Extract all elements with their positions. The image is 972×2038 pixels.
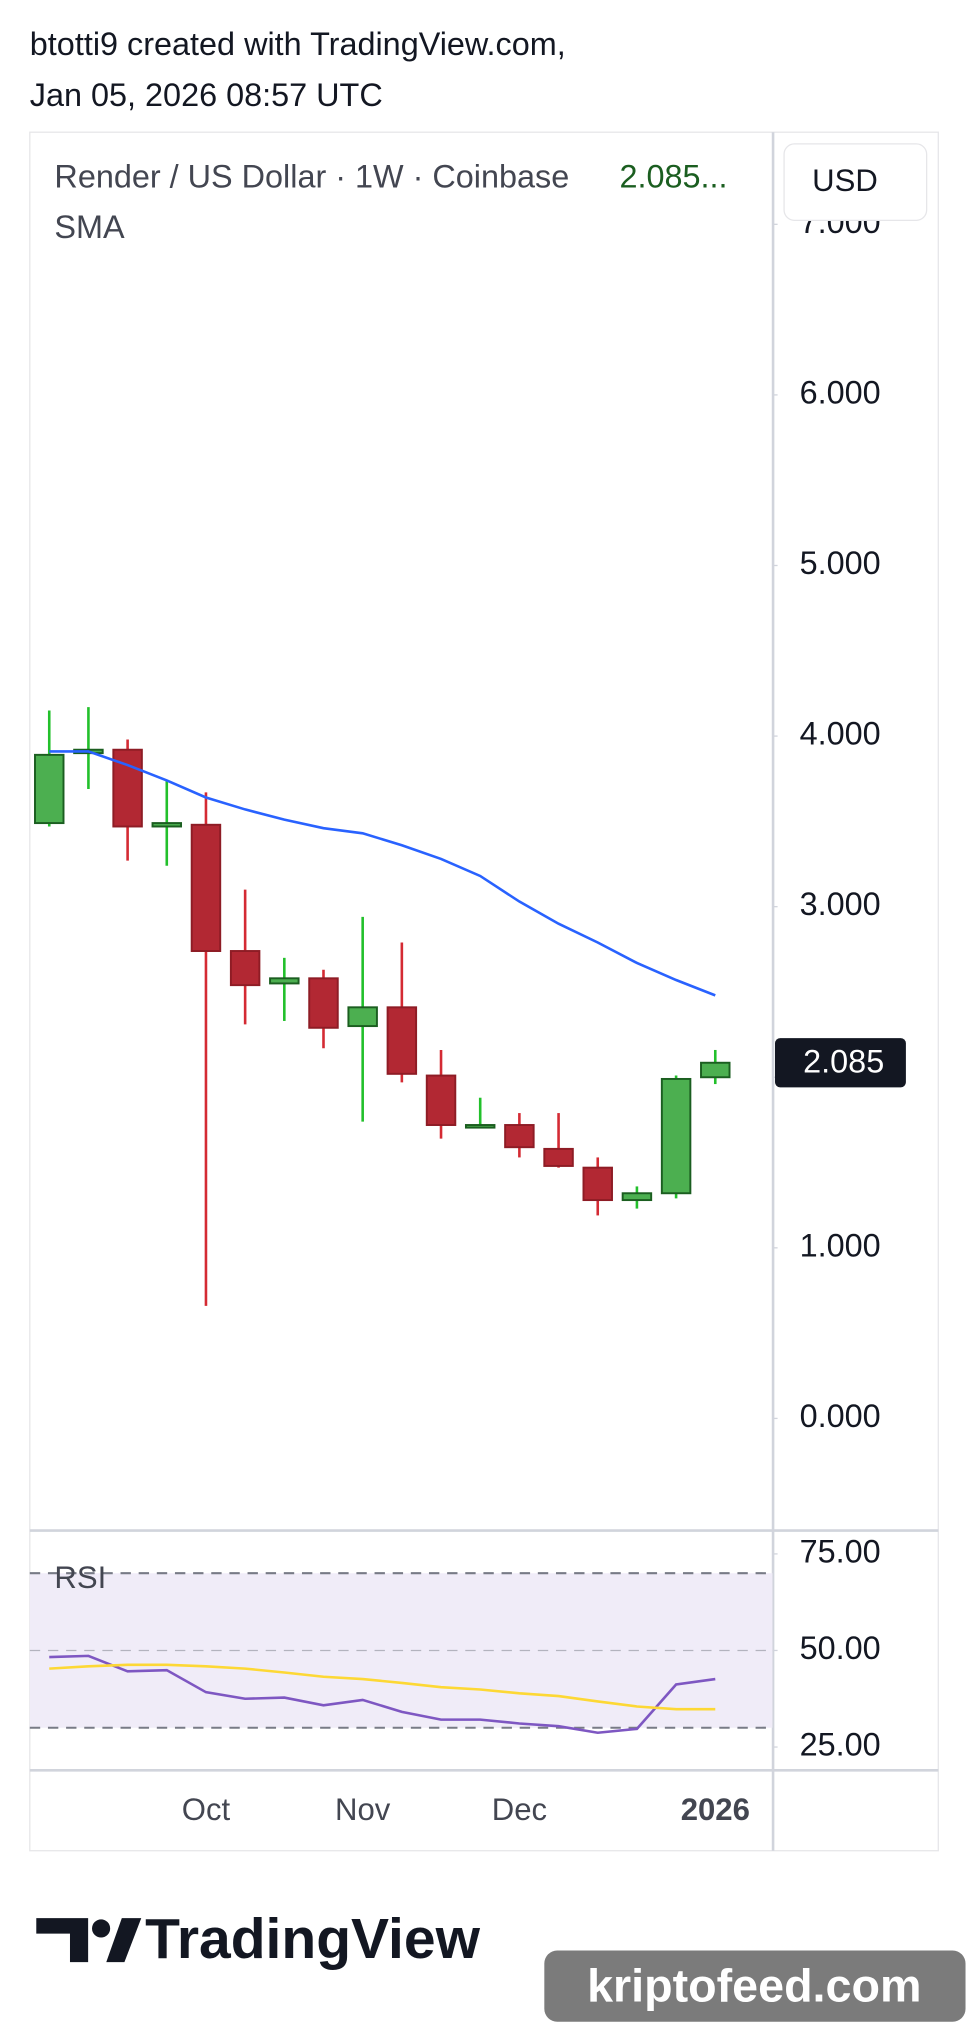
- x-tick-label: Oct: [182, 1792, 231, 1827]
- chart-frame: [29, 131, 939, 1852]
- legend-symbol: Render / US Dollar · 1W · Coinbase: [54, 158, 569, 194]
- watermark-box: [544, 1950, 966, 2022]
- y-tick-label: 50.00: [800, 1630, 881, 1666]
- logo-text: TradingView: [145, 1907, 480, 1971]
- y-tick-label: 5.000: [800, 545, 881, 581]
- legend-indicator: SMA: [54, 209, 125, 245]
- price-tag-label: 2.085: [803, 1044, 884, 1080]
- y-tick-label: 6.000: [800, 374, 881, 410]
- watermark: kriptofeed.com: [587, 1960, 921, 2012]
- candle-body: [151, 822, 183, 828]
- legend-price: 2.085...: [619, 158, 727, 194]
- candle-body: [34, 753, 65, 825]
- x-tick-label: Nov: [335, 1792, 391, 1827]
- y-tick-label: 75.00: [800, 1533, 881, 1569]
- currency-button[interactable]: [783, 143, 928, 221]
- candle-body: [386, 1006, 418, 1075]
- candle-body: [700, 1061, 731, 1079]
- candle-body: [660, 1077, 692, 1195]
- sma-line: [49, 750, 716, 997]
- header-line: btotti9 created with TradingView.com,: [30, 26, 566, 62]
- rsi-line: [49, 1663, 716, 1711]
- candle-body: [347, 1006, 378, 1028]
- candle-body: [425, 1074, 457, 1126]
- y-tick-label: 25.00: [800, 1727, 881, 1763]
- header-line: Jan 05, 2026 08:57 UTC: [30, 77, 383, 113]
- y-tick-label: 0.000: [800, 1398, 881, 1434]
- price-tag: [775, 1038, 906, 1088]
- rsi-line: [49, 1654, 716, 1735]
- candle-body: [504, 1124, 535, 1149]
- y-tick-label: 4.000: [800, 716, 881, 752]
- rsi-title: RSI: [54, 1560, 106, 1595]
- candle-body: [621, 1192, 653, 1202]
- candle-body: [464, 1124, 496, 1129]
- candle-body: [229, 950, 261, 987]
- currency-label[interactable]: USD: [812, 163, 878, 198]
- tradingview-logo: TradingView: [36, 1907, 481, 1971]
- candle-body: [269, 977, 300, 985]
- y-tick-label: 1.000: [800, 1227, 881, 1263]
- candle-body: [308, 977, 339, 1029]
- candle-body: [190, 823, 222, 952]
- candle-body: [582, 1166, 613, 1202]
- candle-body: [543, 1147, 574, 1167]
- y-tick-label: 3.000: [800, 886, 881, 922]
- x-tick-label: 2026: [681, 1792, 750, 1827]
- x-tick-label: Dec: [492, 1792, 547, 1827]
